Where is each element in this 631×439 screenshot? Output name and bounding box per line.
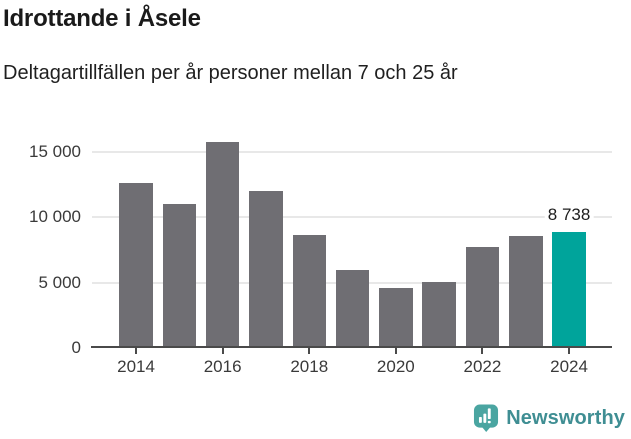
y-axis: 0 5 000 10 000 15 000	[0, 130, 81, 357]
x-axis-tick	[221, 348, 224, 354]
x-axis-label: 2016	[203, 357, 242, 376]
x-axis-label: 2014	[117, 357, 155, 376]
gridline	[92, 151, 612, 154]
x-axis-line	[91, 346, 612, 348]
x-axis-tick	[308, 348, 311, 354]
bar-2020	[379, 287, 413, 346]
newsworthy-logo-text: Newsworthy	[506, 406, 625, 429]
bar-2014	[119, 183, 153, 346]
gridline	[92, 216, 612, 219]
x-axis-tick	[568, 348, 571, 354]
x-axis-label: 2022	[463, 357, 502, 376]
bar-2017	[249, 190, 283, 346]
chart-subtitle: Deltagartillfällen per år personer mella…	[3, 62, 458, 84]
bar-2015	[162, 203, 197, 346]
x-axis-tick	[135, 348, 138, 354]
bar-2019	[335, 270, 370, 346]
y-axis-label: 5 000	[38, 272, 81, 292]
bar-2023	[509, 235, 543, 346]
value-label: 8 738	[544, 202, 594, 226]
bar-2024	[552, 231, 586, 346]
bar-2022	[465, 247, 500, 346]
x-axis-label: 2020	[376, 357, 415, 376]
bar-2018	[292, 235, 326, 346]
bar-2021	[422, 282, 456, 346]
x-axis-tick	[394, 348, 397, 354]
bar-2016	[205, 141, 240, 346]
newsworthy-logo: Newsworthy	[473, 403, 625, 433]
x-axis-label: 2018	[290, 357, 329, 376]
newsworthy-logo-icon	[474, 404, 499, 433]
plot-area: 2014 2016 2018 2020 2022 2024 8 738	[91, 130, 612, 376]
x-axis-tick	[481, 348, 484, 354]
y-axis-label: 0	[71, 338, 81, 357]
x-axis-label: 2024	[550, 357, 588, 376]
y-axis-label: 15 000	[29, 142, 81, 162]
chart-title: Idrottande i Åsele	[3, 5, 201, 32]
y-axis-label: 10 000	[29, 207, 81, 227]
